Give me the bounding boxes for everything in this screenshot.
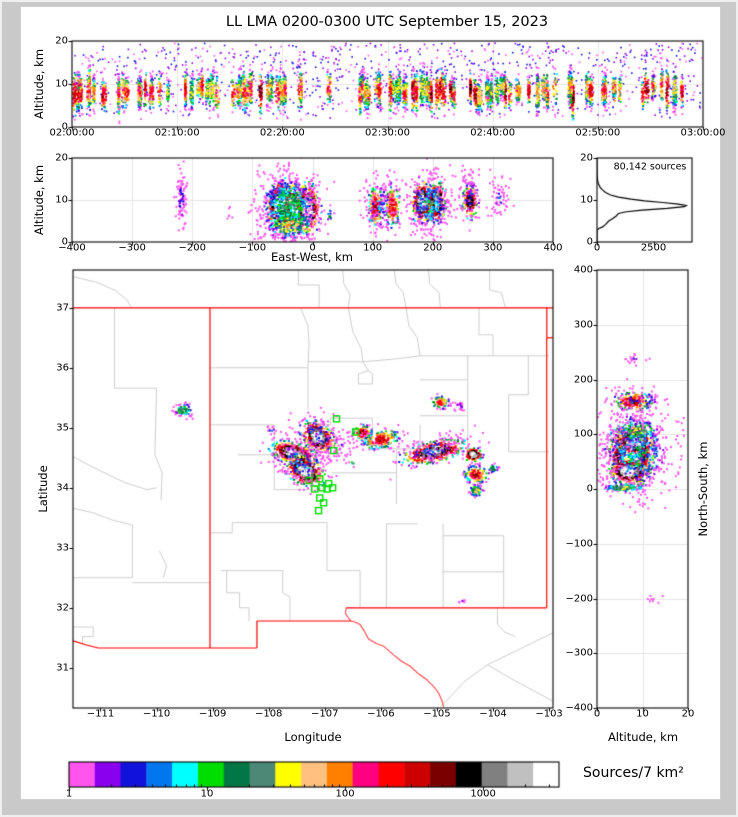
lma-plot-canvas (0, 0, 738, 817)
lma-figure-window: { "title": "LL LMA 0200-0300 UTC Septemb… (0, 0, 738, 817)
